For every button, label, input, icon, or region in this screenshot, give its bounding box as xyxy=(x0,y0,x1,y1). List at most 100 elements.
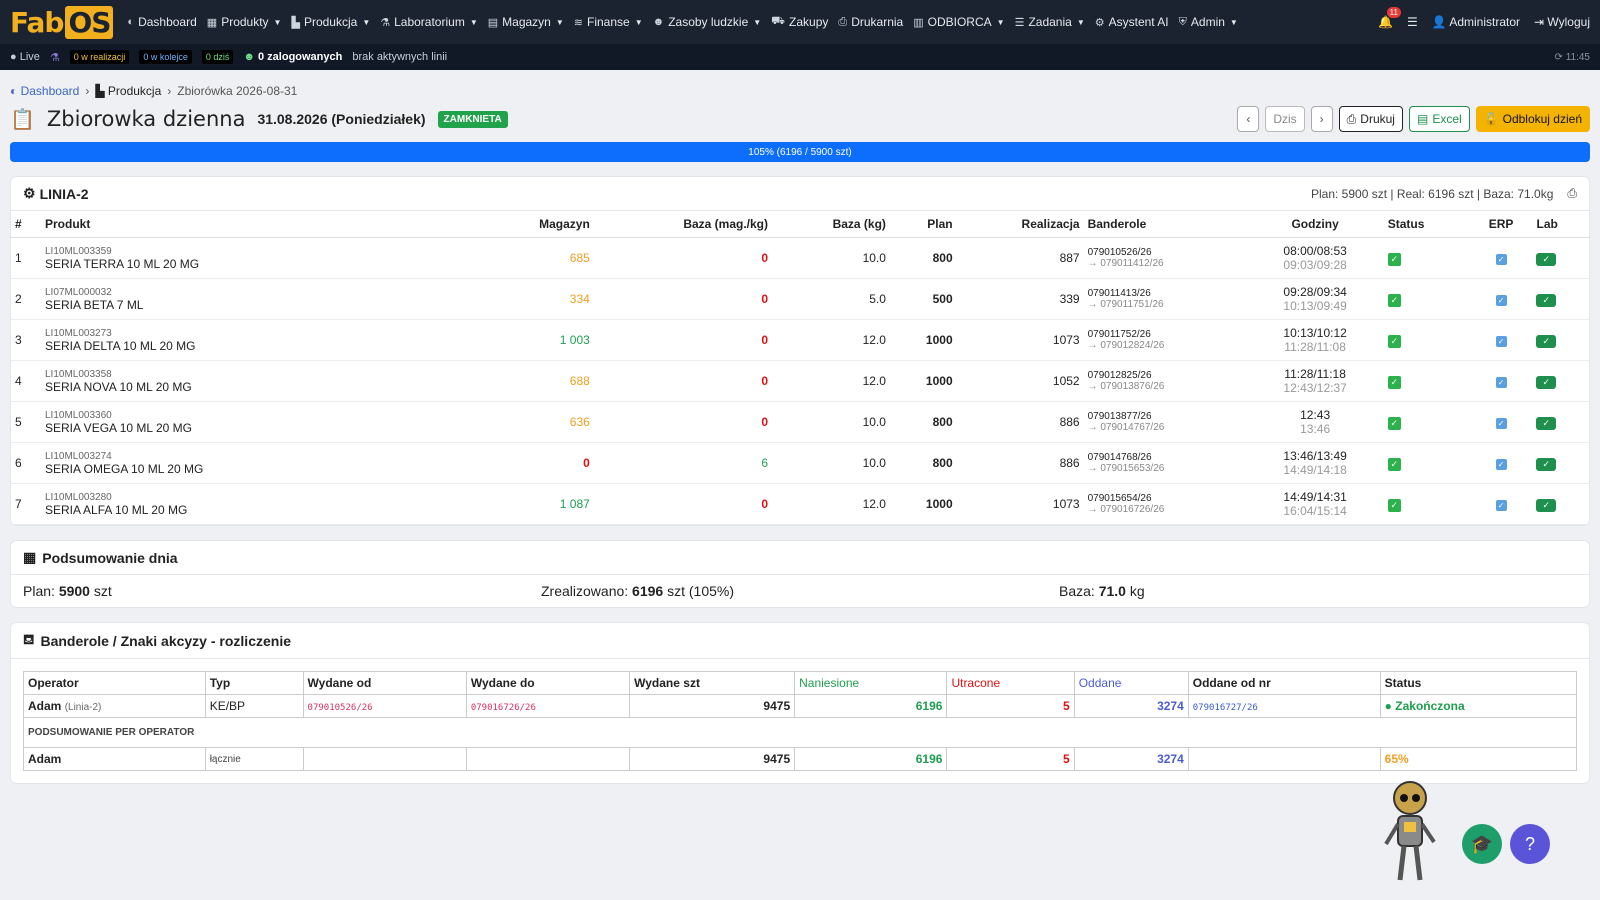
breadcrumb-separator: › xyxy=(167,84,172,98)
column-header: Oddane od nr xyxy=(1187,671,1381,695)
lab-check-icon[interactable]: ✓ xyxy=(1536,498,1557,512)
total-typ: łącznie xyxy=(204,747,304,771)
column-header: Status xyxy=(1379,671,1578,695)
money-icon: ≋ xyxy=(573,16,583,29)
per-operator-header-row: PODSUMOWANIE PER OPERATOR xyxy=(23,717,1577,748)
row-number: 3 xyxy=(11,319,41,361)
erp-checkbox-icon[interactable]: ✓ xyxy=(1495,295,1507,306)
column-header: Magazyn xyxy=(481,211,594,238)
unlock-icon: 🔓 xyxy=(1483,112,1499,126)
menu-icon[interactable]: ☰ xyxy=(1406,15,1418,29)
print-button[interactable]: ⎙ Drukuj xyxy=(1338,106,1403,132)
cell-baza-mag: 0 xyxy=(593,278,772,320)
nav-item-produkty[interactable]: ▦ Produkty ▼ xyxy=(206,15,282,29)
live-icon: ● xyxy=(10,51,17,63)
nav-item-dashboard[interactable]: ◐ Dashboard xyxy=(127,15,197,29)
column-header: Status xyxy=(1383,211,1470,238)
dashboard-icon: ◐ xyxy=(127,16,135,28)
nav-item-admin[interactable]: ⛨ Admin ▼ xyxy=(1178,15,1238,29)
cell-banderole: 079015654/26 → 079016726/26 xyxy=(1083,483,1247,525)
column-header: Oddane xyxy=(1073,671,1189,695)
nav-item-magazyn[interactable]: ▤ Magazyn ▼ xyxy=(487,15,564,29)
production-table: # Produkt Magazyn Baza (mag./kg) Baza (kg) Pl… xyxy=(11,211,1589,525)
today-button[interactable]: Dzis xyxy=(1265,106,1305,132)
table-row: 1 LI10ML003359 SERIA TERRA 10 ML 20 MG 68… xyxy=(11,237,1589,279)
nav-item-produkcja[interactable]: ▙ Produkcja ▼ xyxy=(291,15,371,29)
cell-magazyn: 688 xyxy=(481,360,594,402)
product-code: LI10ML003358 xyxy=(45,368,112,380)
user-menu[interactable]: 👤 Administrator xyxy=(1432,15,1520,29)
next-day-button[interactable]: › xyxy=(1310,106,1333,132)
row-number: 1 xyxy=(11,237,41,279)
cell-magazyn: 0 xyxy=(481,442,594,484)
nav-item-laboratorium[interactable]: ⚗ Laboratorium ▼ xyxy=(380,15,478,29)
shield-icon: ⛨ xyxy=(1178,15,1187,28)
erp-checkbox-icon[interactable]: ✓ xyxy=(1495,377,1507,388)
prev-day-button[interactable]: ‹ xyxy=(1237,106,1260,132)
excel-button[interactable]: ▤ Excel xyxy=(1408,106,1470,132)
erp-checkbox-icon[interactable]: ✓ xyxy=(1495,459,1507,470)
print-line-icon[interactable]: ⎙ xyxy=(1567,186,1577,200)
nav-item-drukarnia[interactable]: ⎙ Drukarnia xyxy=(838,15,904,29)
breadcrumb-dashboard[interactable]: ◐ Dashboard xyxy=(10,84,80,98)
erp-checkbox-icon[interactable]: ✓ xyxy=(1495,254,1507,265)
banderole-table: Operator Typ Wydane od Wydane do Wydane szt N… xyxy=(23,671,1578,771)
nav-item-zadania[interactable]: ☰ Zadania ▼ xyxy=(1014,15,1085,29)
cell-baza-mag: 0 xyxy=(593,319,772,361)
nav-item-zasoby-ludzkie[interactable]: ☻ Zasoby ludzkie ▼ xyxy=(652,15,762,29)
breadcrumb-produkcja[interactable]: ▙ Produkcja xyxy=(95,84,162,98)
product-name: SERIA VEGA 10 ML 20 MG xyxy=(45,420,192,435)
queued-badge[interactable]: 0 w kolejce xyxy=(139,50,192,64)
today-badge[interactable]: 0 dziś xyxy=(201,50,234,64)
breadcrumb-current: Zbiorówka 2026-08-31 xyxy=(177,84,298,98)
cell-baza-mag: 6 xyxy=(593,442,772,484)
nav-item-zakupy[interactable]: ⛟ Zakupy xyxy=(771,15,829,29)
cell-realizacja: 886 xyxy=(956,442,1084,484)
cell-realizacja: 1073 xyxy=(956,319,1084,361)
cell-baza-mag: 0 xyxy=(593,360,772,402)
page-date: 31.08.2026 (Poniedziałek) xyxy=(257,111,426,127)
column-header: Wydane od xyxy=(302,671,467,695)
clock: ⟳ 11:45 xyxy=(1554,51,1590,63)
check-icon: ✓ xyxy=(1387,334,1401,348)
lab-check-icon[interactable]: ✓ xyxy=(1536,252,1557,266)
nav-item-odbiorca[interactable]: ▥ ODBIORCA ▼ xyxy=(913,15,1005,29)
app-logo[interactable]: Fab OS xyxy=(10,5,114,39)
lab-check-icon[interactable]: ✓ xyxy=(1536,334,1557,348)
help-button[interactable]: ? xyxy=(1510,824,1550,864)
column-header: Realizacja xyxy=(956,211,1084,238)
lab-check-icon[interactable]: ✓ xyxy=(1536,375,1557,389)
product-name: SERIA ALFA 10 ML 20 MG xyxy=(45,502,188,517)
chevron-left-icon: ‹ xyxy=(1246,112,1251,126)
column-header: Plan xyxy=(889,211,957,238)
total-utracone: 5 xyxy=(1063,752,1070,766)
cell-oddane: 3274 xyxy=(1157,699,1184,713)
chevron-down-icon: ▼ xyxy=(469,17,478,27)
cell-baza-kg: 10.0 xyxy=(772,237,890,279)
cell-baza-mag: 0 xyxy=(593,401,772,443)
column-header: Operator xyxy=(23,671,206,695)
erp-checkbox-icon[interactable]: ✓ xyxy=(1495,418,1507,429)
in-progress-badge[interactable]: 0 w realizacji xyxy=(69,50,130,64)
column-header: Wydane do xyxy=(465,671,631,695)
cell-plan: 800 xyxy=(889,442,957,484)
ai-assistant-mascot[interactable] xyxy=(1380,780,1440,890)
breadcrumb: ◐ Dashboard › ▙ Produkcja › Zbiorówka 20… xyxy=(0,70,1600,104)
line-name: LINIA-2 xyxy=(39,185,89,202)
summary-title: Podsumowanie dnia xyxy=(42,549,178,566)
bell-icon[interactable]: 🔔 11 xyxy=(1378,7,1401,29)
erp-checkbox-icon[interactable]: ✓ xyxy=(1495,336,1507,347)
lab-check-icon[interactable]: ✓ xyxy=(1536,457,1557,471)
lab-check-icon[interactable]: ✓ xyxy=(1536,293,1557,307)
lab-check-icon[interactable]: ✓ xyxy=(1536,416,1557,430)
cell-banderole: 079014768/26 → 079015653/26 xyxy=(1083,442,1247,484)
cell-godziny: 08:00/08:53 09:03/09:28 xyxy=(1246,237,1384,279)
nav-item-finanse[interactable]: ≋ Finanse ▼ xyxy=(573,15,643,29)
erp-checkbox-icon[interactable]: ✓ xyxy=(1495,500,1507,511)
unlock-day-button[interactable]: 🔓 Odblokuj dzień xyxy=(1475,106,1590,132)
table-row: 6 LI10ML003274 SERIA OMEGA 10 ML 20 MG 0 … xyxy=(11,442,1589,484)
logout-link[interactable]: ⇥ Wyloguj xyxy=(1534,15,1590,29)
nav-item-asystent-ai[interactable]: ⚙ Asystent AI xyxy=(1094,15,1169,29)
help-tutorial-button[interactable]: 🎓 xyxy=(1462,824,1502,864)
factory-icon: ▙ xyxy=(95,84,105,98)
